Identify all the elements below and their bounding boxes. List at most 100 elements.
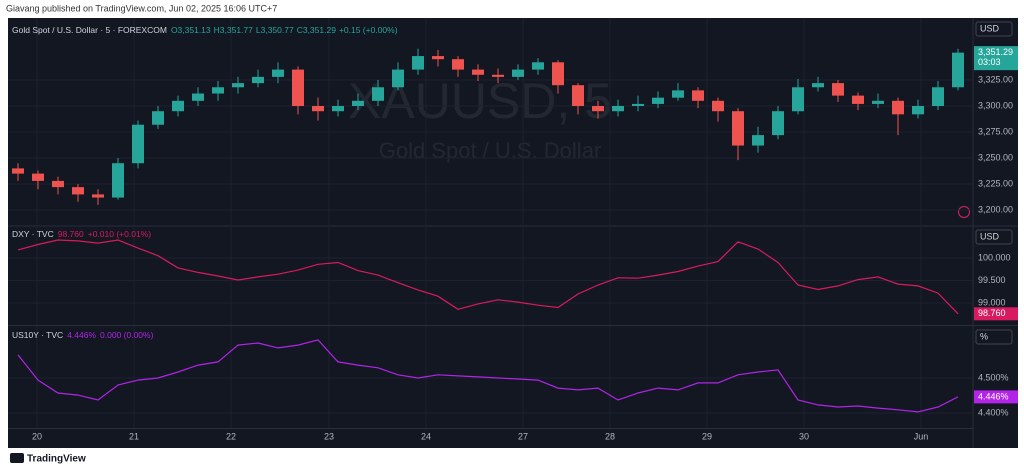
candle-body — [772, 111, 784, 136]
last-price-tag — [974, 307, 1018, 321]
candle-body — [152, 111, 164, 125]
candle-body — [952, 52, 964, 88]
legend-change: 0.000 (0.00%) — [100, 330, 154, 340]
candle-body — [92, 194, 104, 198]
y-tick-label: 99.000 — [978, 297, 1006, 307]
legend-open: O3,351.13 — [170, 25, 211, 35]
candle-body — [672, 90, 684, 98]
candle-body — [912, 106, 924, 115]
legend-high: H3,351.77 — [213, 25, 253, 35]
x-tick-label: 27 — [518, 431, 528, 441]
candle-body — [252, 76, 264, 84]
legend-last: 98.760 — [57, 229, 84, 239]
candle-body — [332, 106, 344, 112]
axis-unit-box — [975, 229, 1013, 245]
y-tick-label: 4.400% — [978, 407, 1009, 417]
candle-body — [552, 62, 564, 86]
x-tick-label: 30 — [799, 431, 809, 441]
x-tick-label: Jun — [914, 431, 929, 441]
candle-body — [572, 85, 584, 107]
y-tick-label: 4.500% — [978, 372, 1009, 382]
bar-countdown: 03:03 — [978, 57, 1001, 67]
axis-unit-box — [975, 329, 1013, 345]
candle-body — [512, 69, 524, 77]
candle-body — [632, 103, 644, 107]
candle-body — [872, 100, 884, 104]
candle-body — [372, 87, 384, 101]
candle-body — [852, 95, 864, 104]
candle-body — [32, 173, 44, 181]
last-price-tag — [974, 390, 1018, 404]
candle-body — [492, 74, 504, 77]
y-tick-label: 3,250.00 — [978, 152, 1013, 162]
last-price-label: 98.760 — [978, 308, 1006, 318]
candle-body — [712, 100, 724, 112]
watermark-subtitle: Gold Spot / U.S. Dollar — [379, 138, 602, 163]
axis-unit: USD — [980, 231, 1000, 241]
legend-title: US10Y · TVC — [12, 330, 64, 340]
us10y-legend: US10Y · TVC 4.446% 0.000 (0.00%) — [12, 330, 157, 340]
x-tick-label: 29 — [702, 431, 712, 441]
legend-close: C3,351.29 — [296, 25, 336, 35]
publish-note: Giavang published on TradingView.com, Ju… — [6, 3, 277, 13]
candle-body — [752, 135, 764, 146]
candle-body — [532, 62, 544, 70]
x-tick-label: 28 — [605, 431, 615, 441]
y-tick-label: 3,225.00 — [978, 178, 1013, 188]
candle-body — [72, 187, 84, 195]
dxy-legend: DXY · TVC 98.760 +0.010 (+0.01%) — [12, 229, 155, 239]
y-tick-label: 3,300.00 — [978, 100, 1013, 110]
legend-last: 4.446% — [67, 330, 97, 340]
candle-body — [592, 106, 604, 112]
legend-title: Gold Spot / U.S. Dollar · 5 · FOREXCOM — [12, 25, 167, 35]
candle-body — [832, 83, 844, 96]
gold-legend: Gold Spot / U.S. Dollar · 5 · FOREXCOM O3… — [12, 25, 402, 35]
candle-body — [232, 83, 244, 88]
legend-low: L3,350.77 — [255, 25, 294, 35]
y-tick-label: 99.500 — [978, 275, 1006, 285]
axis-unit-box — [975, 21, 1013, 37]
candle-body — [112, 163, 124, 198]
candle-body — [292, 69, 304, 107]
event-icon[interactable] — [958, 206, 970, 218]
candle-body — [212, 87, 224, 94]
x-tick-label: 23 — [324, 431, 334, 441]
candle-body — [312, 106, 324, 112]
candle-body — [692, 90, 704, 101]
candle-body — [52, 180, 64, 188]
line-series — [17, 239, 959, 315]
legend-title: DXY · TVC — [12, 229, 54, 239]
candle-body — [352, 100, 364, 107]
y-tick-label: 3,200.00 — [978, 204, 1013, 214]
x-tick-label: 20 — [32, 431, 42, 441]
candle-body — [932, 87, 944, 107]
brand: TradingView — [27, 454, 86, 465]
x-tick-label: 24 — [421, 431, 431, 441]
x-tick-label: 22 — [226, 431, 236, 441]
candle-body — [412, 56, 424, 70]
axis-unit: % — [980, 331, 988, 341]
legend-change: +0.010 (+0.01%) — [87, 229, 152, 239]
x-tick-label: 21 — [129, 431, 139, 441]
candle-body — [132, 124, 144, 164]
candle-body — [12, 168, 24, 174]
candle-body — [812, 83, 824, 88]
candle-body — [472, 69, 484, 75]
axis-unit: USD — [980, 23, 1000, 33]
candle-body — [272, 69, 284, 77]
brand-logo — [10, 453, 24, 463]
candle-body — [392, 69, 404, 88]
line-series — [17, 339, 959, 413]
last-price-label: 3,351.29 — [978, 47, 1013, 57]
y-tick-label: 3,275.00 — [978, 126, 1013, 136]
y-tick-label: 3,325.00 — [978, 74, 1013, 84]
candle-body — [432, 56, 444, 60]
legend-change: +0.15 (+0.00%) — [338, 25, 398, 35]
chart-background — [8, 18, 1018, 448]
last-price-label: 4.446% — [978, 391, 1009, 401]
last-price-tag — [974, 46, 1018, 71]
candle-body — [172, 100, 184, 112]
candle-body — [652, 97, 664, 104]
